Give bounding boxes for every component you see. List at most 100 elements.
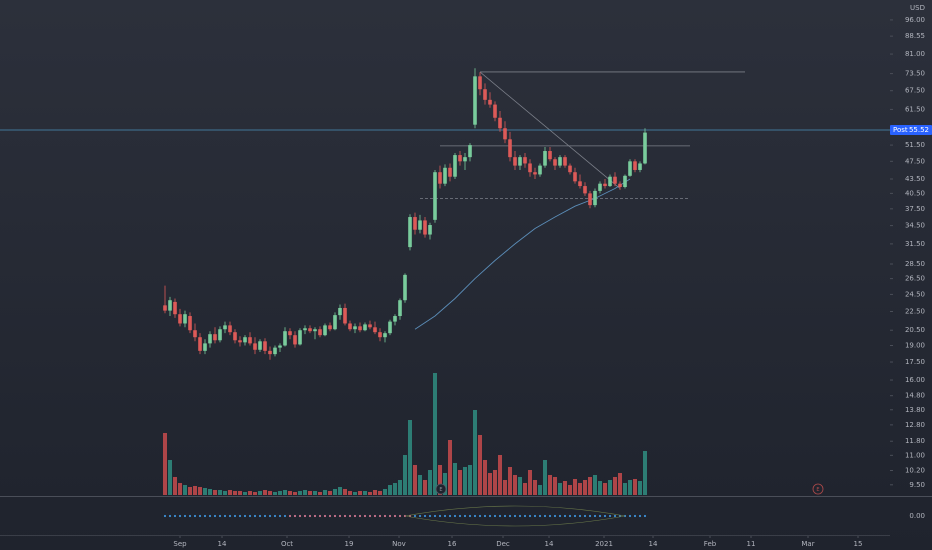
indicator-dot <box>633 514 637 518</box>
y-tick-label: 26.50 <box>905 275 925 283</box>
indicator-dot <box>538 514 542 518</box>
last-price-name: Post <box>893 126 908 134</box>
indicator-dot <box>448 514 452 518</box>
volume-bar <box>163 433 167 495</box>
volume-bar <box>203 488 207 495</box>
x-tick-label: Dec <box>496 540 510 548</box>
candle-body <box>213 334 217 341</box>
indicator-dot <box>563 514 567 518</box>
indicator-dot <box>373 514 377 518</box>
candle-body <box>438 172 442 184</box>
candle-body <box>423 220 427 235</box>
indicator-dot <box>218 514 222 518</box>
indicator-dot <box>433 514 437 518</box>
indicator-dot <box>613 514 617 518</box>
indicator-dot <box>553 514 557 518</box>
indicator-dot <box>203 514 207 518</box>
last-price-badge <box>890 124 932 135</box>
x-tick-label: 14 <box>218 540 227 548</box>
y-tick-label: 88.55 <box>905 32 925 40</box>
volume-bar <box>233 491 237 495</box>
volume-bar <box>183 485 187 495</box>
x-tick-label: 15 <box>854 540 863 548</box>
candle-body <box>433 172 437 220</box>
candle-body <box>413 217 417 230</box>
candle-body <box>533 172 537 175</box>
indicator-dot <box>223 514 227 518</box>
candle-body <box>408 217 412 248</box>
candle-body <box>618 183 622 188</box>
candle-body <box>303 328 307 331</box>
volume-bar <box>568 485 572 495</box>
volume-bar <box>488 473 492 495</box>
volume-bar <box>403 455 407 495</box>
volume-bar <box>408 420 412 495</box>
volume-bar <box>193 486 197 495</box>
candle-body <box>258 341 262 350</box>
candle-body <box>453 155 457 177</box>
indicator-dot <box>318 514 322 518</box>
candle-body <box>403 274 407 301</box>
volume-bar <box>448 440 452 495</box>
volume-bar <box>218 490 222 495</box>
volume-bar <box>573 479 577 495</box>
candle-body <box>553 159 557 166</box>
candle-body <box>383 333 387 338</box>
volume-bar <box>263 490 267 495</box>
volume-bar <box>543 460 547 495</box>
volume-bar <box>393 483 397 495</box>
indicator-dot <box>533 514 537 518</box>
candle-body <box>523 157 527 164</box>
candle-body <box>223 325 227 330</box>
indicator-dot <box>248 514 252 518</box>
volume-bar <box>223 491 227 495</box>
volume-bar <box>603 483 607 495</box>
y-tick-label: 10.20 <box>905 467 925 475</box>
volume-bar <box>468 465 472 495</box>
y-tick-label: 17.50 <box>905 358 925 366</box>
candle-body <box>538 165 542 175</box>
indicator-dot <box>488 514 492 518</box>
indicator-dot <box>308 514 312 518</box>
volume-bar <box>358 491 362 495</box>
volume-bar <box>413 465 417 495</box>
candle-body <box>428 225 432 235</box>
last-price-value: 55.52 <box>909 126 929 134</box>
indicator-dot <box>628 514 632 518</box>
volume-bar <box>248 491 252 495</box>
indicator-dot <box>183 514 187 518</box>
volume-bar <box>253 492 257 495</box>
event-label: E <box>439 487 442 493</box>
volume-bar <box>388 485 392 495</box>
y-tick-label: 47.50 <box>905 157 925 165</box>
volume-bar <box>633 479 637 495</box>
volume-bar <box>548 475 552 495</box>
candle-body <box>203 343 207 351</box>
indicator-dot <box>513 514 517 518</box>
candle-body <box>583 186 587 194</box>
volume-bar <box>328 491 332 495</box>
candle-body <box>233 332 237 341</box>
volume-bar <box>428 470 432 495</box>
volume-bar <box>273 492 277 495</box>
candle-body <box>503 128 507 140</box>
volume-bar <box>598 481 602 495</box>
candle-body <box>228 325 232 333</box>
candle-body <box>543 151 547 166</box>
candle-body <box>248 337 252 344</box>
volume-bar <box>268 491 272 495</box>
x-tick-label: 2021 <box>595 540 613 548</box>
y-tick-label: 11.80 <box>905 437 925 445</box>
indicator-dot <box>573 514 577 518</box>
volume-bar <box>383 489 387 495</box>
candle-body <box>628 161 632 176</box>
indicator-dot <box>548 514 552 518</box>
y-tick-label: 43.50 <box>905 175 925 183</box>
indicator-dot <box>518 514 522 518</box>
indicator-dot <box>178 514 182 518</box>
candle-body <box>328 325 332 330</box>
candle-body <box>463 157 467 162</box>
volume-bar <box>453 463 457 495</box>
volume-bar <box>588 477 592 495</box>
